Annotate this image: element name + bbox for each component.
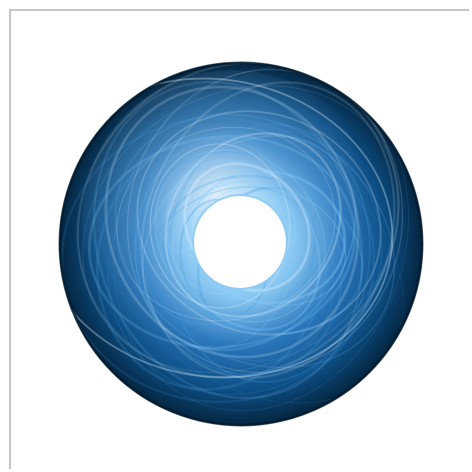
swirl-stroke xyxy=(113,66,409,412)
swirl-stroke xyxy=(107,126,383,396)
swirl-stroke xyxy=(87,135,357,349)
swirl-stroke xyxy=(114,113,396,369)
swirl-stroke xyxy=(155,178,267,259)
swirl-stroke xyxy=(135,150,343,376)
swirl-stroke xyxy=(145,186,315,326)
swirl-stroke xyxy=(196,186,318,328)
disc-outer-edge xyxy=(58,61,424,427)
swirl-stroke xyxy=(95,133,329,391)
swirl-stroke xyxy=(179,198,269,318)
swirl-stroke xyxy=(154,149,326,323)
swirl-stroke xyxy=(134,138,298,350)
swirl-stroke xyxy=(183,162,311,292)
swirl-stroke xyxy=(92,80,364,400)
swirl-stroke xyxy=(82,85,400,373)
swirl-stroke xyxy=(34,77,394,379)
swirl-stroke xyxy=(162,174,364,336)
swirl-stroke xyxy=(165,159,321,331)
swirl-stroke xyxy=(104,85,360,359)
swirl-stroke xyxy=(149,143,291,309)
swirl-stroke xyxy=(116,126,336,322)
swirl-stroke xyxy=(60,116,376,404)
disc-glow xyxy=(82,70,382,370)
disc-inner-edge xyxy=(192,194,288,290)
swirl-stroke xyxy=(141,134,357,352)
swirl-stroke xyxy=(136,110,382,336)
swirl-stroke xyxy=(98,114,404,404)
swirl-stroke xyxy=(137,146,335,362)
swirl-stroke xyxy=(167,123,371,383)
swirl-stroke xyxy=(164,132,342,318)
swirl-stroke xyxy=(187,169,347,305)
swirl-stroke xyxy=(140,81,396,379)
